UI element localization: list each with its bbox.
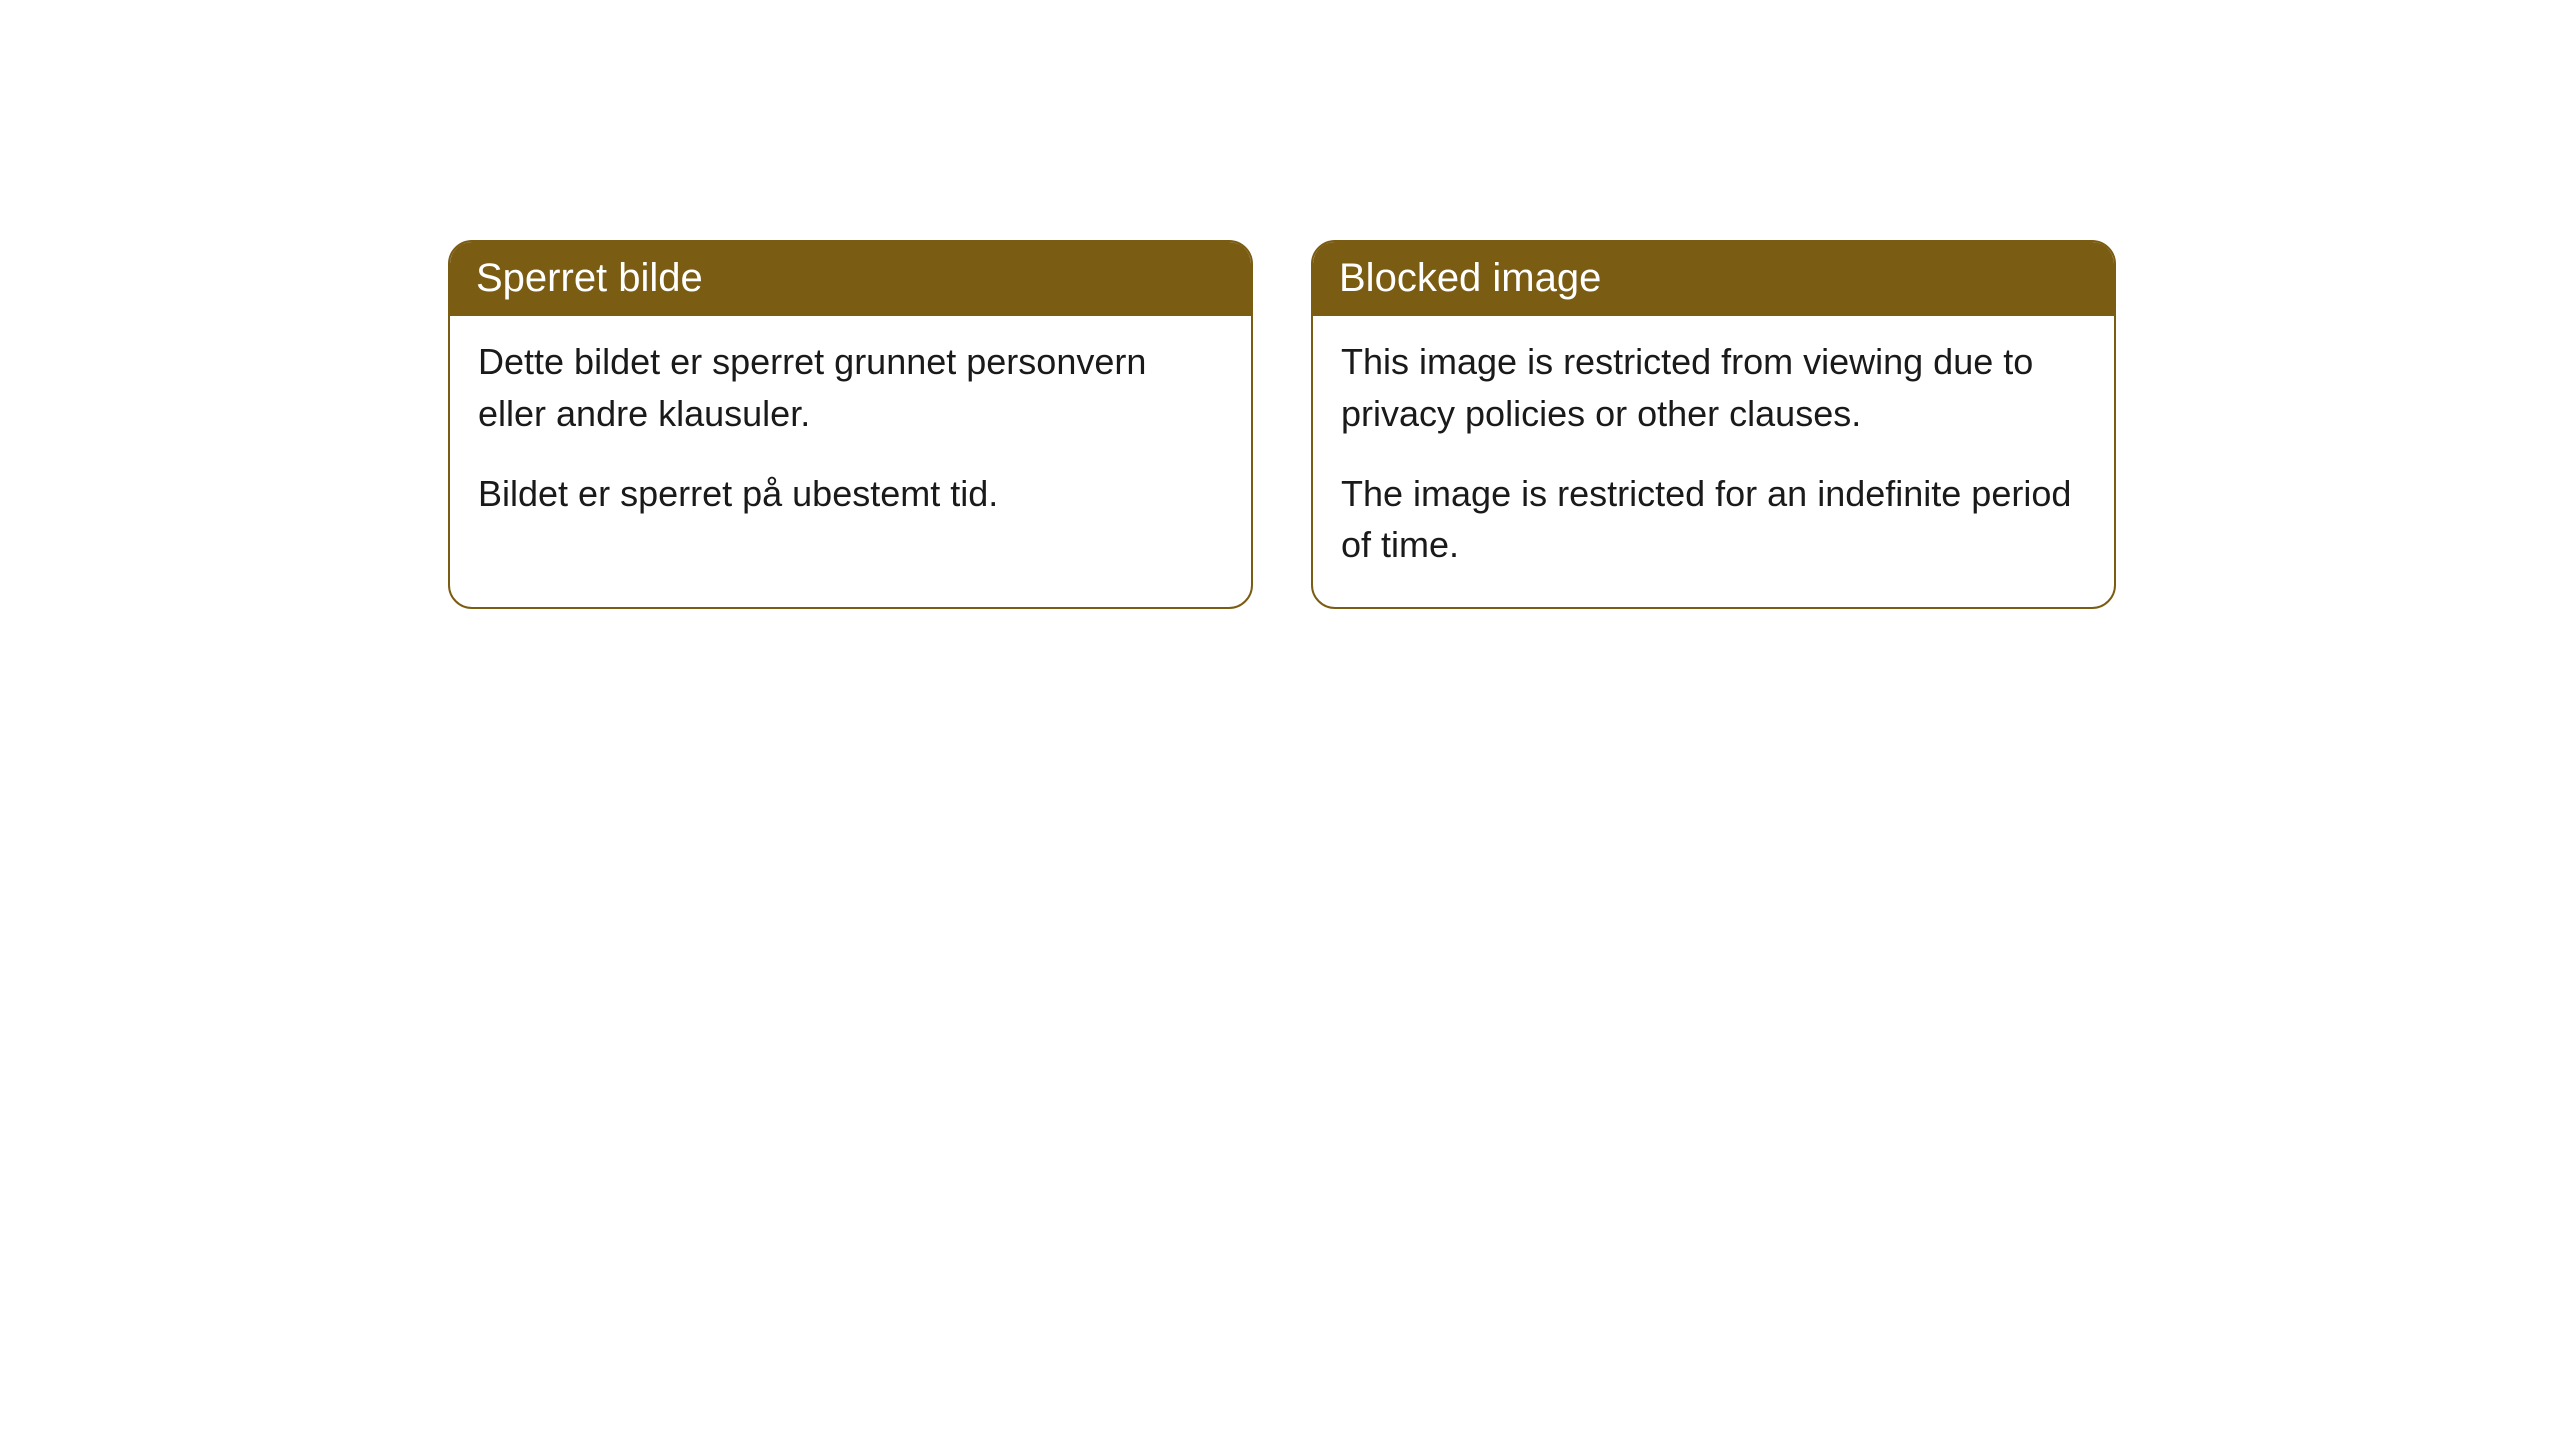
card-header-no: Sperret bilde [450,242,1251,316]
card-body-text-1-en: This image is restricted from viewing du… [1341,336,2086,440]
card-body-text-2-en: The image is restricted for an indefinit… [1341,468,2086,572]
card-header-en: Blocked image [1313,242,2114,316]
card-body-no: Dette bildet er sperret grunnet personve… [450,316,1251,555]
card-body-text-1-no: Dette bildet er sperret grunnet personve… [478,336,1223,440]
notice-cards-container: Sperret bilde Dette bildet er sperret gr… [0,0,2560,609]
blocked-image-card-no: Sperret bilde Dette bildet er sperret gr… [448,240,1253,609]
blocked-image-card-en: Blocked image This image is restricted f… [1311,240,2116,609]
card-body-text-2-no: Bildet er sperret på ubestemt tid. [478,468,1223,520]
card-body-en: This image is restricted from viewing du… [1313,316,2114,607]
